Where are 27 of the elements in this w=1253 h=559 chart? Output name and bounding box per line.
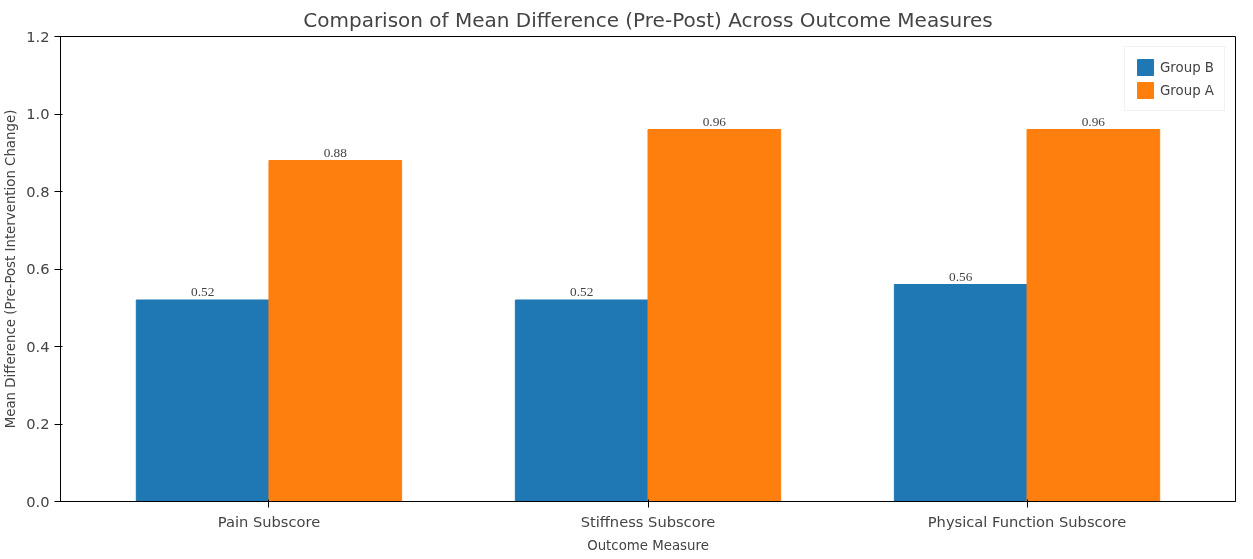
y-tick-label: 1.2 — [26, 27, 50, 45]
y-tick-label: 0.6 — [26, 260, 50, 277]
data-label: 0.96 — [1081, 113, 1106, 129]
legend-label: Group A — [1160, 82, 1214, 98]
x-tick-label: Pain Subscore — [217, 512, 321, 530]
data-label: 0.56 — [949, 268, 973, 284]
y-tick-label: 0.0 — [26, 492, 50, 510]
x-tick-label: Physical Function Subscore — [927, 512, 1127, 530]
y-tick-label: 1.0 — [26, 105, 50, 122]
y-tick-label: 0.2 — [26, 415, 50, 432]
bar — [893, 284, 1028, 502]
bar — [1026, 129, 1161, 502]
chart-title: Comparison of Mean Difference (Pre-Post) Across Outcome Measures — [303, 7, 993, 32]
y-axis-title: Mean Difference (Pre-Post Intervention Change) — [3, 109, 19, 429]
x-axis-title: Outcome Measure — [587, 537, 709, 553]
x-tick-label: Stiffness Subscore — [580, 512, 716, 530]
data-label: 0.52 — [570, 284, 594, 299]
y-tick-label: 0.4 — [26, 337, 50, 355]
bar — [268, 160, 403, 502]
data-label: 0.88 — [323, 144, 348, 160]
bar — [647, 129, 782, 502]
data-label: 0.52 — [190, 284, 215, 299]
data-label: 0.96 — [702, 113, 727, 129]
legend-label: Group B — [1160, 59, 1214, 75]
bar — [514, 299, 649, 502]
y-tick-label: 0.8 — [26, 182, 50, 200]
bar — [135, 299, 270, 502]
